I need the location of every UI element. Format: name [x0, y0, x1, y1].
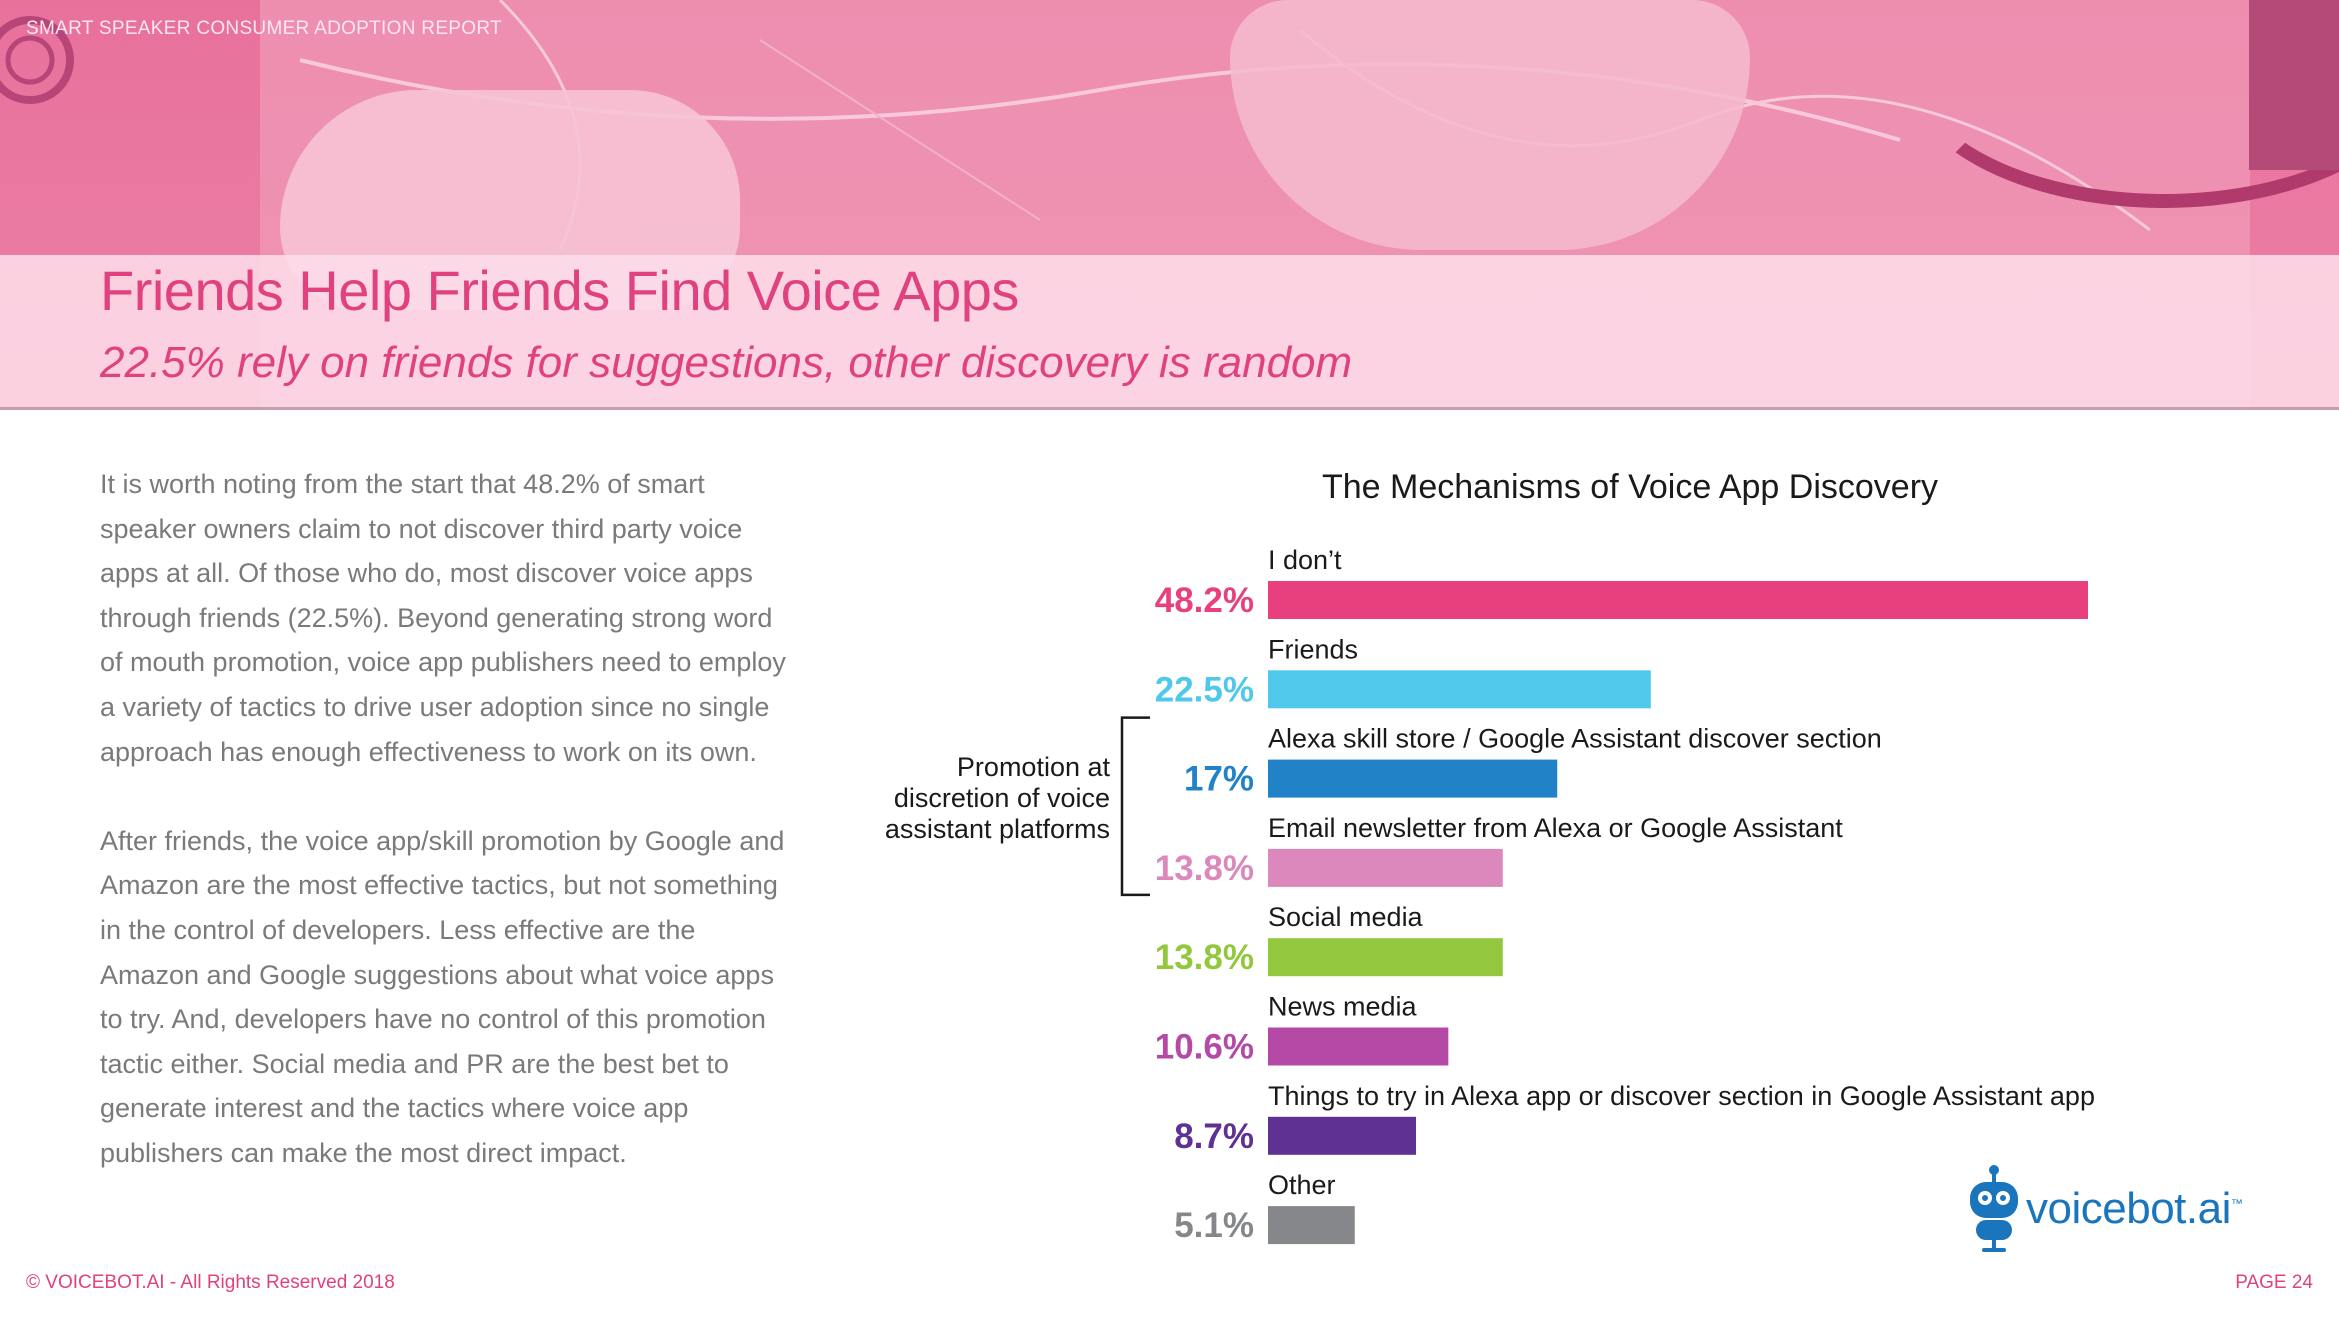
category-label: I don’t — [1268, 545, 1342, 575]
value-label: 5.1% — [1174, 1206, 1254, 1245]
value-label: 22.5% — [1155, 670, 1254, 709]
bar — [1268, 670, 1651, 709]
value-label: 13.8% — [1155, 849, 1254, 888]
annotation-bracket — [1120, 716, 1150, 897]
title-band-edge — [0, 407, 2339, 410]
body-text: It is worth noting from the start that 4… — [100, 462, 790, 1220]
page-title: Friends Help Friends Find Voice Apps — [100, 259, 1019, 322]
footer-copyright: © VOICEBOT.AI - All Rights Reserved 2018 — [26, 1272, 395, 1293]
logo-wordmark: voicebot.ai™ — [2026, 1184, 2243, 1234]
chart-title: The Mechanisms of Voice App Discovery — [1321, 468, 1939, 506]
footer-page-number: PAGE 24 — [2235, 1272, 2313, 1293]
value-label: 8.7% — [1174, 1117, 1254, 1156]
hand-right-decoration — [1230, 0, 1750, 250]
bar — [1268, 848, 1503, 887]
category-label: Alexa skill store / Google Assistant dis… — [1268, 724, 1882, 754]
title-band — [0, 255, 2339, 410]
category-label: Other — [1268, 1170, 1336, 1200]
bar — [1268, 1116, 1417, 1155]
body-paragraph-2: After friends, the voice app/skill promo… — [100, 825, 785, 1168]
chart-annotation-label: Promotion at discretion of voice assista… — [884, 752, 1110, 844]
bar — [1268, 759, 1558, 798]
voicebot-logo: voicebot.ai™ — [1962, 1162, 2243, 1254]
category-label: Friends — [1268, 634, 1358, 664]
category-label: Things to try in Alexa app or discover s… — [1268, 1081, 2095, 1111]
bar — [1268, 938, 1503, 977]
header-banner — [0, 0, 2339, 410]
logo-trademark: ™ — [2230, 1196, 2243, 1211]
bar — [1268, 1206, 1355, 1245]
bar — [1268, 581, 2088, 619]
logo-text: voicebot.ai — [2026, 1184, 2231, 1233]
category-label: Social media — [1268, 902, 1424, 932]
bar — [1268, 1027, 1449, 1066]
report-label: SMART SPEAKER CONSUMER ADOPTION REPORT — [26, 18, 502, 39]
page-subtitle: 22.5% rely on friends for suggestions, o… — [100, 338, 1353, 387]
category-label: Email newsletter from Alexa or Google As… — [1268, 813, 1843, 843]
value-label: 10.6% — [1155, 1028, 1254, 1067]
value-label: 48.2% — [1155, 581, 1254, 620]
robot-mic-icon — [1970, 1165, 2018, 1252]
category-label: News media — [1268, 992, 1418, 1022]
value-label: 13.8% — [1155, 938, 1254, 977]
body-paragraph-1: It is worth noting from the start that 4… — [100, 469, 786, 767]
value-label: 17% — [1184, 760, 1254, 799]
photo-strip-decoration — [2249, 0, 2339, 170]
